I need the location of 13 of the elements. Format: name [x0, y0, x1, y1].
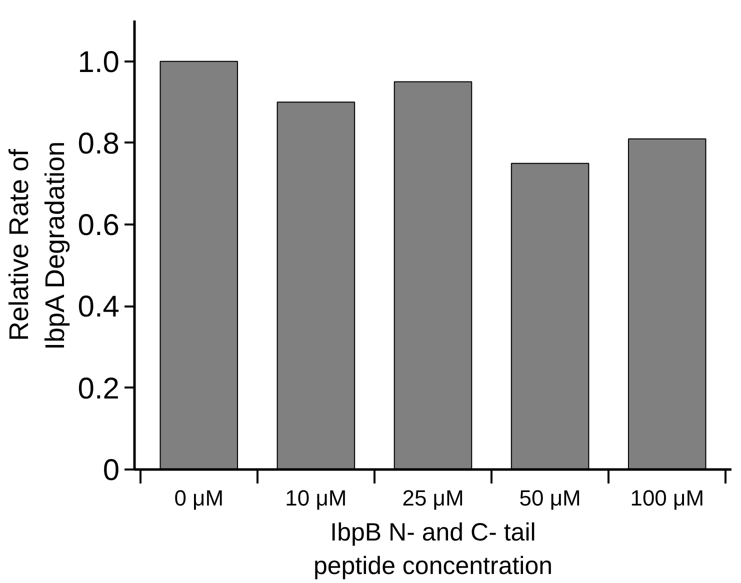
x-tick-label: 25 μM: [402, 486, 464, 510]
x-tick-label: 10 μM: [285, 486, 347, 510]
y-tick-label: 0.6: [78, 209, 120, 242]
y-tick-label: 0.4: [78, 290, 120, 324]
y-tick-label: 1.0: [78, 46, 120, 79]
x-tick-label: 0 μM: [174, 486, 224, 510]
x-axis-title: IbpB N- and C- tail peptide concentration: [313, 518, 553, 580]
y-tick-label: 0.2: [78, 372, 120, 406]
y-tick-label: 0: [102, 454, 120, 487]
y-tick-label: 0.8: [78, 127, 120, 160]
x-tick-label: 100 μM: [630, 486, 704, 510]
y-axis-title: Relative Rate of IbpA Degradation: [4, 141, 70, 350]
x-tick-label: 50 μM: [519, 486, 581, 510]
